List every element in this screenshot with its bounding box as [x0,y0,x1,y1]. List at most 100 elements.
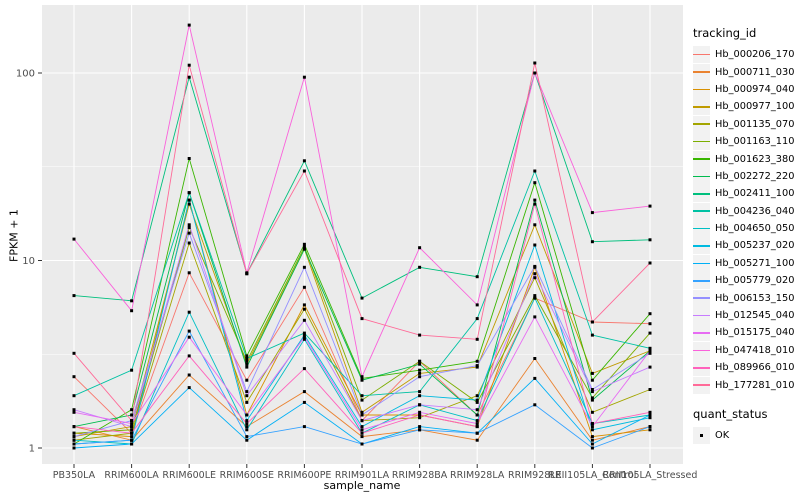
data-point [648,238,652,242]
data-point [648,428,652,432]
legend-key-line-icon [693,220,710,238]
data-point [245,428,249,432]
data-point [648,331,652,335]
x-tick-label: RRIM600LA [104,470,159,481]
data-point [187,157,191,160]
data-point [533,61,537,65]
legend-key-line-icon [693,98,710,116]
x-axis-title: sample_name [323,479,401,492]
data-point [302,318,306,322]
data-point [475,364,479,368]
data-point [475,425,479,429]
legend-panel: tracking_id Hb_000206_170 Hb_000711_030 Hb… [693,26,799,444]
data-point [245,419,249,423]
data-point [130,425,134,429]
data-point [418,359,422,363]
legend-key-line-icon [693,254,710,272]
data-point [590,428,594,432]
data-point [187,231,191,235]
legend-item: Hb_001623_380 [693,150,799,168]
legend-label: Hb_000977_100 [715,101,795,113]
data-point [302,331,306,335]
data-point [72,425,76,429]
legend-label: Hb_177281_010 [715,379,795,391]
data-point [360,431,364,435]
x-tick-label: RRII105LA_Stressed [603,470,698,481]
data-point [418,413,422,417]
data-point [418,390,422,394]
data-point [360,317,364,321]
data-point [360,428,364,432]
data-point [72,431,76,435]
data-point [590,442,594,446]
legend-key-line-icon [693,185,710,203]
legend-key-line-icon [693,46,710,64]
data-point [533,276,537,280]
legend-item: Hb_012545_040 [693,307,799,325]
legend-label: Hb_005237_020 [715,240,795,252]
data-point [533,296,537,300]
legend-key-line-icon [693,289,710,307]
data-point [533,294,537,298]
data-point [648,410,652,414]
legend-label: Hb_015175_040 [715,327,795,339]
legend-item: Hb_015175_040 [693,324,799,342]
data-point [187,75,191,79]
data-point [475,337,479,341]
data-point [360,296,364,300]
data-point [72,438,76,442]
data-point [302,75,306,79]
legend-label: Hb_001623_380 [715,153,795,165]
data-point [302,333,306,337]
data-point [72,442,76,446]
data-point [533,264,537,268]
data-point [187,63,191,67]
data-point [130,428,134,432]
legend-key-line-icon [693,272,710,290]
data-point [245,425,249,429]
data-point [533,243,537,247]
data-point [360,442,364,446]
data-point [187,354,191,358]
data-point [245,357,249,360]
data-point [245,365,249,369]
data-point [418,403,422,407]
data-point [475,438,479,442]
legend-key-line-icon [693,237,710,255]
data-point [533,181,537,185]
data-point [187,198,191,202]
data-point [418,416,422,420]
y-tick-label: 1 [29,444,35,455]
data-point [418,333,422,337]
data-point [590,378,594,382]
data-point [648,416,652,420]
data-point [590,240,594,244]
legend-key-line-icon [693,150,710,168]
y-axis-title: FPKM + 1 [7,209,21,262]
legend-key-line-icon [693,376,710,394]
data-point [590,390,594,394]
legend-key-line-icon [693,80,710,98]
data-point [302,285,306,289]
data-point [533,403,537,407]
data-point [130,368,134,372]
data-point [187,335,191,339]
data-point [418,362,422,366]
legend-title-tracking-id: tracking_id [693,26,757,40]
data-point [590,425,594,429]
data-point [418,425,422,429]
legend-item: Hb_004236_040 [693,202,799,220]
x-tick-label: RRIM928LE [508,470,562,481]
data-point [648,312,652,316]
x-tick-label: RRIM928LA [450,470,505,481]
quant-status-item: OK [693,427,799,444]
data-point [475,422,479,426]
data-point [648,351,652,355]
data-point [130,431,134,435]
legend-item: Hb_005779_020 [693,272,799,290]
data-point [590,435,594,439]
legend-key-line-icon [693,359,710,377]
legend-label: Hb_000974_040 [715,83,795,95]
data-point [187,329,191,333]
